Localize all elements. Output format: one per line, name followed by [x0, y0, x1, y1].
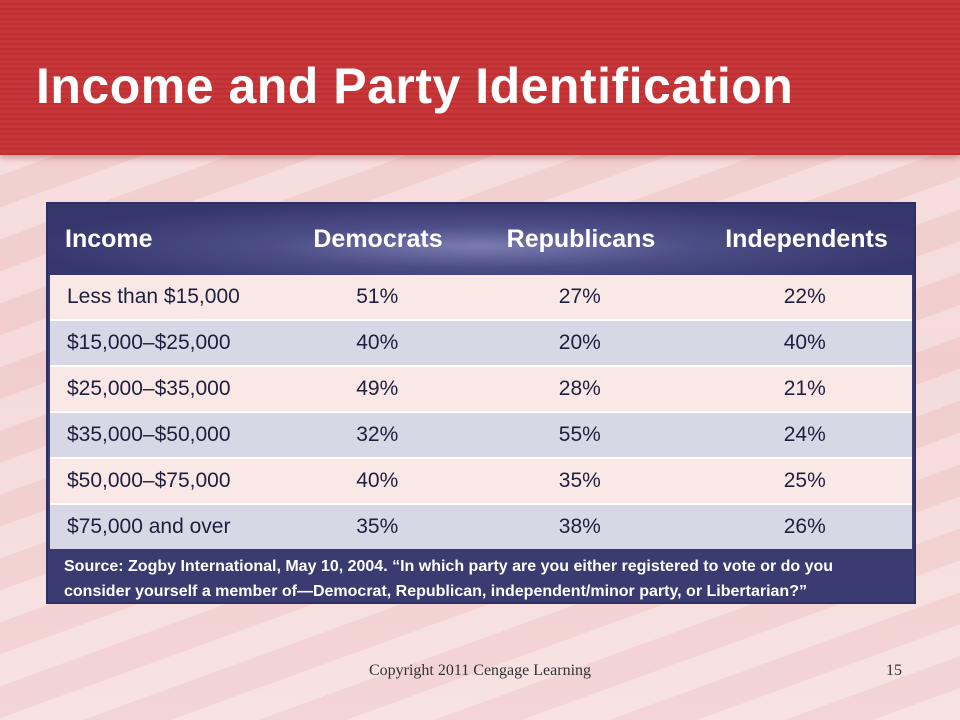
independents-cell: 26%	[783, 515, 826, 538]
income-cell: $25,000–$35,000	[67, 377, 231, 400]
independents-cell: 21%	[783, 377, 826, 400]
income-cell: $35,000–$50,000	[67, 423, 231, 446]
income-cell: Less than $15,000	[67, 285, 240, 308]
republicans-cell: 27%	[558, 285, 601, 308]
republicans-cell: 20%	[558, 331, 601, 354]
header-democrats: Democrats	[313, 225, 443, 253]
table-row: Less than $15,000 51% 27% 22%	[50, 275, 912, 321]
income-cell: $15,000–$25,000	[67, 331, 231, 354]
table-row: $50,000–$75,000 40% 35% 25%	[50, 459, 912, 505]
table-row: $15,000–$25,000 40% 20% 40%	[50, 321, 912, 367]
table-row: $35,000–$50,000 32% 55% 24%	[50, 413, 912, 459]
republicans-cell: 28%	[558, 377, 601, 400]
header-republicans: Republicans	[506, 225, 656, 253]
source-line-1: Source: Zogby International, May 10, 200…	[64, 558, 834, 575]
republicans-cell: 38%	[558, 515, 601, 538]
slide-title: Income and Party Identification	[36, 58, 794, 114]
democrats-cell: 49%	[356, 377, 399, 400]
republicans-cell: 35%	[558, 469, 601, 492]
democrats-cell: 40%	[356, 469, 399, 492]
income-cell: $75,000 and over	[67, 515, 231, 538]
democrats-cell: 32%	[356, 423, 399, 446]
independents-cell: 22%	[783, 285, 826, 308]
income-cell: $50,000–$75,000	[67, 469, 231, 492]
independents-cell: 24%	[783, 423, 826, 446]
footer-copyright: Copyright 2011 Cengage Learning	[368, 662, 592, 679]
democrats-cell: 51%	[356, 285, 399, 308]
table-row: $25,000–$35,000 49% 28% 21%	[50, 367, 912, 413]
democrats-cell: 35%	[356, 515, 399, 538]
table-header-row: Income Democrats Republicans Independent…	[48, 204, 914, 275]
page-number: 15	[886, 662, 902, 679]
republicans-cell: 55%	[558, 423, 601, 446]
table-source-note: Source: Zogby International, May 10, 200…	[48, 549, 914, 604]
source-line-2: consider yourself a member of—Democrat, …	[64, 583, 807, 600]
table-body: Less than $15,000 51% 27% 22% $15,000–$2…	[50, 275, 912, 549]
header-independents: Independents	[725, 225, 888, 253]
table-row: $75,000 and over 35% 38% 26%	[50, 505, 912, 549]
header-income: Income	[65, 225, 153, 253]
independents-cell: 40%	[783, 331, 826, 354]
independents-cell: 25%	[783, 469, 826, 492]
title-bar: Income and Party Identification	[0, 0, 960, 155]
democrats-cell: 40%	[356, 331, 399, 354]
income-party-table: Income Democrats Republicans Independent…	[46, 202, 916, 604]
